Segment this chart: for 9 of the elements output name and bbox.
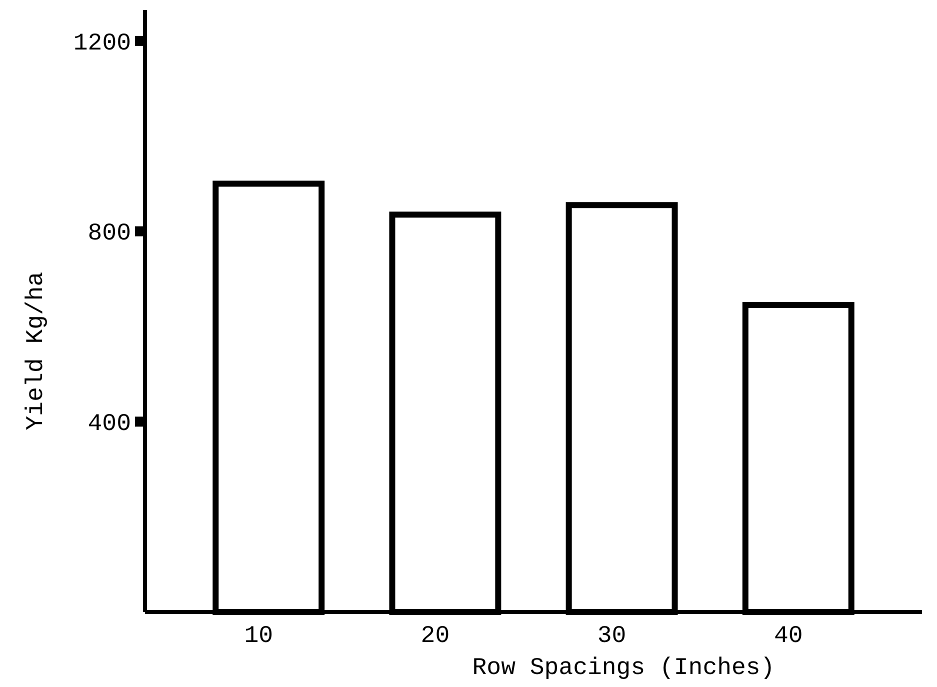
x-tick-label: 40 [774, 623, 803, 650]
y-axis-title: Yield Kg/ha [23, 272, 50, 430]
y-tick-label: 400 [88, 411, 131, 438]
y-tick-label: 800 [88, 220, 131, 248]
x-tick-label: 20 [420, 623, 450, 650]
x-tick-label: 30 [597, 623, 626, 650]
x-axis-title: Row Spacings (Inches) [472, 655, 775, 682]
y-tick-label: 1200 [73, 30, 131, 58]
x-tick-label: 10 [244, 623, 274, 650]
